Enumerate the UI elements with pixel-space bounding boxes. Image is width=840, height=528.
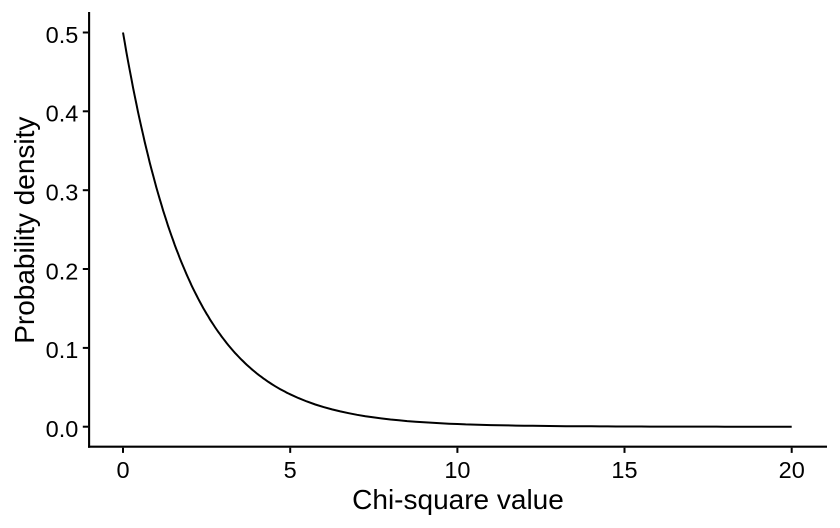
svg-text:0.2: 0.2 (46, 258, 79, 284)
svg-text:0.4: 0.4 (46, 101, 79, 127)
svg-text:Probability density: Probability density (9, 117, 40, 344)
svg-text:0.1: 0.1 (46, 337, 79, 363)
svg-text:0.0: 0.0 (46, 416, 79, 442)
svg-text:15: 15 (611, 457, 637, 483)
svg-text:10: 10 (444, 457, 470, 483)
svg-text:Chi-square value: Chi-square value (352, 484, 564, 515)
svg-text:0: 0 (116, 457, 129, 483)
svg-text:0.3: 0.3 (46, 180, 79, 206)
svg-text:20: 20 (779, 457, 805, 483)
svg-text:5: 5 (284, 457, 297, 483)
svg-text:0.5: 0.5 (46, 22, 79, 48)
